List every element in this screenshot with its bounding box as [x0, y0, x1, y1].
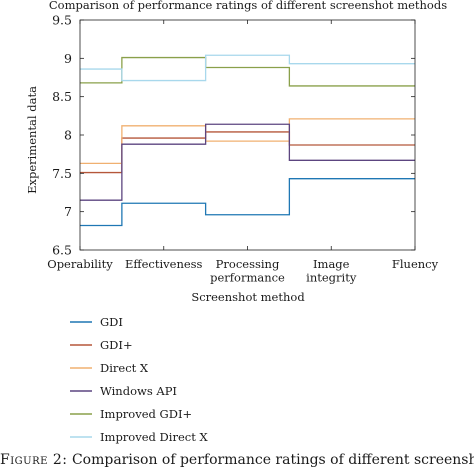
legend-label: GDI+ — [100, 338, 133, 352]
x-tick-label-line: integrity — [306, 271, 357, 285]
x-tick-label-line: performance — [210, 271, 285, 285]
series-line-gdi- — [80, 131, 415, 174]
x-tick-label-line: Image — [313, 257, 350, 271]
y-tick-label: 7 — [64, 204, 72, 219]
plot-frame — [79, 19, 416, 251]
legend-label: Windows API — [100, 384, 177, 398]
legend-label: Improved GDI+ — [100, 407, 192, 421]
series-line-direct-x — [80, 118, 415, 165]
y-tick-label: 8.5 — [52, 89, 72, 104]
x-tick-label: Operability — [47, 257, 113, 271]
y-tick-label: 9 — [64, 51, 72, 66]
plot-area — [79, 19, 416, 251]
legend: GDI GDI+ Direct X Windows API Improved GDI+ I… — [70, 315, 208, 444]
legend-label: GDI — [100, 315, 123, 329]
y-tick-label: 8 — [64, 128, 72, 143]
caption-text: Comparison of performance ratings of dif… — [71, 452, 474, 468]
x-tick-label-line: Processing — [216, 257, 280, 271]
y-tick-label: 6.5 — [52, 243, 72, 258]
x-axis-label: Screenshot method — [191, 290, 305, 304]
series-line-improved-direct-x — [80, 54, 415, 82]
series-line-improved-gdi- — [80, 56, 415, 87]
x-tick-label: Image integrity — [306, 257, 357, 285]
figure-caption: Figure 2: Comparison of performance rati… — [0, 452, 474, 468]
x-tick-label: Effectiveness — [125, 257, 203, 271]
x-tick-label-line: Operability — [47, 257, 113, 271]
y-axis: 6.5 7 7.5 8 8.5 9 9.5 — [52, 13, 415, 258]
series-line-windows-api — [80, 123, 415, 201]
series-line-gdi — [80, 178, 415, 227]
y-tick-label: 9.5 — [52, 13, 72, 28]
x-tick-label: Processing performance — [210, 257, 285, 285]
x-axis: Operability Effectiveness Processing perfor… — [47, 20, 439, 285]
legend-label: Improved Direct X — [100, 430, 208, 444]
y-axis-label: Experimental data — [25, 86, 39, 194]
x-tick-label: Fluency — [392, 257, 439, 271]
legend-label: Direct X — [100, 361, 149, 375]
x-tick-label-line: Fluency — [392, 257, 439, 271]
figure-label: Figure 2: — [0, 452, 68, 468]
y-tick-label: 7.5 — [52, 166, 72, 181]
x-tick-label-line: Effectiveness — [125, 257, 203, 271]
chart-title: Comparison of performance ratings of dif… — [49, 0, 447, 12]
